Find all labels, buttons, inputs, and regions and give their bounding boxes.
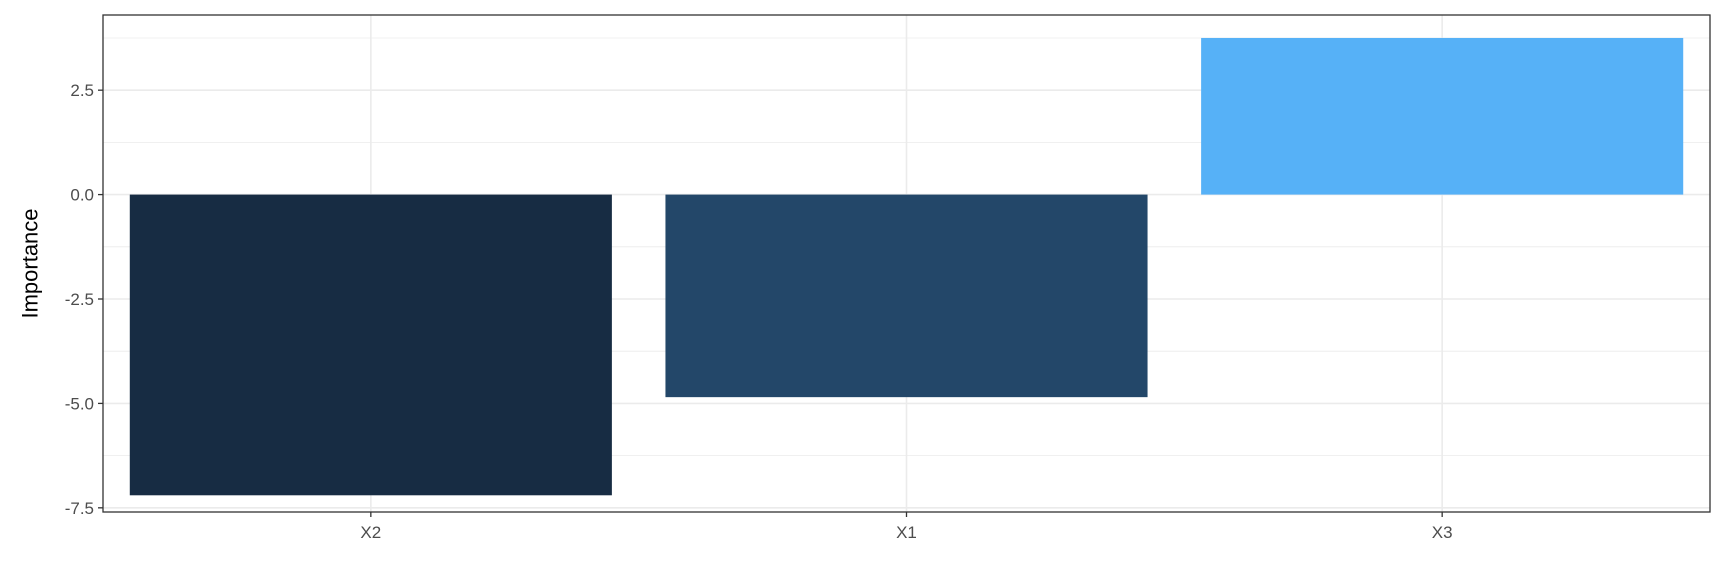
bar-x3 bbox=[1201, 37, 1684, 195]
y-tick-label: -5.0 bbox=[65, 394, 94, 413]
bar-x2 bbox=[129, 194, 612, 496]
x-tick-label: X3 bbox=[1432, 523, 1453, 542]
y-tick-label: -7.5 bbox=[65, 499, 94, 518]
x-tick-label: X1 bbox=[896, 523, 917, 542]
y-tick-label: -2.5 bbox=[65, 290, 94, 309]
axes: -7.5 -5.0 -2.5 0.0 2.5 X2 X1 X3 bbox=[65, 81, 1453, 542]
y-tick-label: 2.5 bbox=[70, 81, 94, 100]
bars bbox=[129, 37, 1684, 496]
bar-x1 bbox=[665, 194, 1148, 398]
y-axis-title: Importance bbox=[18, 208, 43, 318]
y-tick-label: 0.0 bbox=[70, 186, 94, 205]
x-tick-label: X2 bbox=[360, 523, 381, 542]
